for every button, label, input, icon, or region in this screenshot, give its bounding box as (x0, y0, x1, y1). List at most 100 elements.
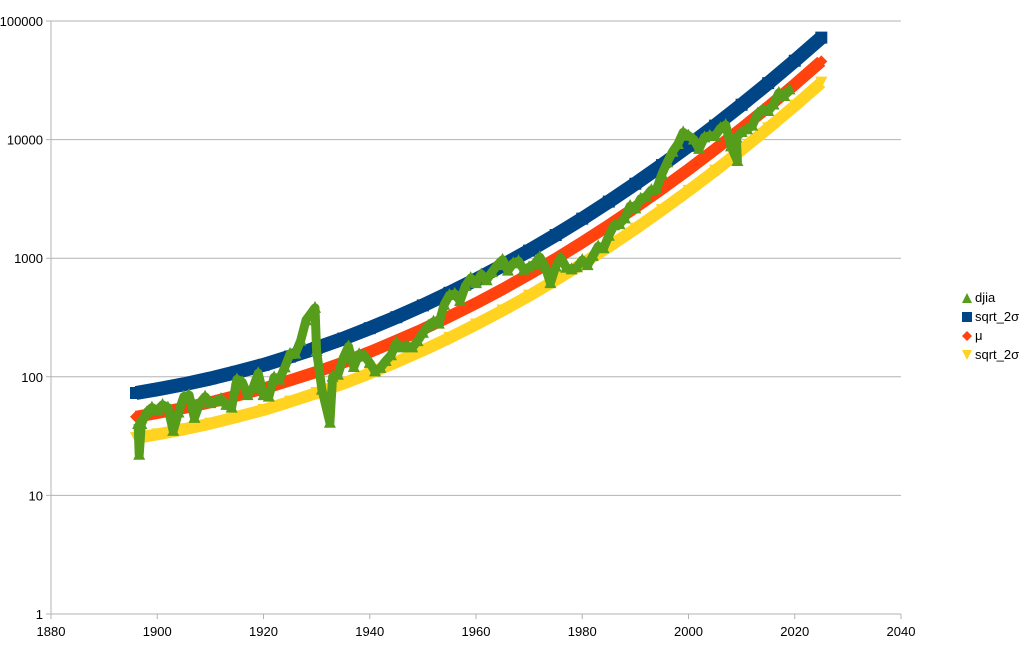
data-point (762, 103, 775, 116)
x-tick-label: 1940 (355, 624, 384, 639)
x-tick-label: 1980 (568, 624, 597, 639)
data-point (323, 415, 336, 428)
data-point (289, 346, 302, 359)
data-point (788, 99, 801, 112)
data-point (390, 311, 403, 324)
data-point (422, 318, 435, 331)
data-point (241, 388, 254, 401)
data-point (273, 372, 286, 385)
y-tick-label: 1000 (14, 251, 43, 266)
data-point (183, 388, 196, 401)
data-point (416, 344, 429, 357)
data-point (496, 304, 509, 317)
legend-item-mu: μ (962, 328, 983, 343)
data-point (570, 260, 583, 273)
x-tick-label: 1900 (143, 624, 172, 639)
data-point (576, 236, 589, 249)
x-tick-label: 1880 (37, 624, 66, 639)
data-point (815, 76, 828, 89)
data-point (709, 143, 722, 156)
data-point (177, 423, 190, 436)
data-point (709, 164, 722, 177)
data-point (735, 98, 748, 111)
data-point (555, 250, 567, 263)
data-point (783, 82, 796, 95)
data-point (523, 289, 536, 302)
legend-item-sqrt-2sigma-lower: sqrt_2σ (962, 347, 1019, 362)
x-tick-label: 2020 (780, 624, 809, 639)
data-point (369, 364, 382, 377)
data-point (762, 122, 775, 135)
data-point (539, 259, 552, 272)
x-tick-label: 1960 (462, 624, 491, 639)
data-point (778, 88, 791, 101)
data-point (464, 271, 477, 284)
data-point (602, 195, 615, 208)
data-point (172, 405, 185, 418)
data-point (523, 244, 536, 257)
data-point (650, 181, 663, 194)
data-point (177, 378, 190, 391)
data-point (731, 154, 744, 167)
data-point (459, 278, 472, 291)
series-2 (130, 76, 828, 445)
series-3 (132, 82, 796, 460)
data-point (135, 416, 148, 429)
legend-label: sqrt_2σ (975, 309, 1019, 324)
data-point (315, 382, 328, 395)
data-point (443, 331, 456, 344)
data-point (133, 447, 146, 460)
data-point (337, 351, 350, 364)
data-point (246, 381, 259, 394)
data-point (485, 265, 498, 278)
data-point (406, 340, 419, 353)
y-tick-label: 100000 (0, 14, 43, 29)
data-point (682, 163, 695, 176)
data-point (687, 132, 700, 145)
legend-item-sqrt-2sigma-upper: sqrt_2σ (962, 309, 1019, 324)
data-point (230, 410, 243, 423)
data-point (257, 403, 270, 416)
data-point (438, 297, 451, 310)
data-point (199, 389, 212, 402)
data-point (693, 141, 706, 154)
data-point (581, 258, 594, 271)
data-point (130, 387, 142, 400)
data-point (618, 211, 631, 224)
data-point (682, 184, 695, 197)
data-point (374, 360, 387, 373)
data-point (629, 201, 642, 214)
data-point (751, 106, 764, 119)
x-tick-label: 1920 (249, 624, 278, 639)
data-point (475, 267, 488, 280)
data-point (549, 259, 562, 272)
data-point (725, 139, 737, 152)
legend-triangle-up-icon (962, 293, 972, 303)
data-point (549, 229, 562, 242)
data-point (815, 55, 828, 68)
y-tick-label: 10 (29, 488, 43, 503)
data-point (309, 300, 322, 313)
data-point (501, 263, 514, 276)
data-point (528, 257, 541, 270)
data-point (709, 129, 722, 142)
data-point (337, 377, 350, 390)
data-point (815, 31, 828, 44)
data-point (416, 299, 429, 312)
x-tick-label: 2040 (887, 624, 916, 639)
y-tick-label: 100 (21, 370, 43, 385)
data-point (294, 333, 307, 346)
y-tick-label: 10000 (7, 133, 43, 148)
legend-square-icon (962, 312, 972, 322)
data-point (655, 167, 668, 180)
data-point (225, 400, 238, 413)
data-point (470, 318, 482, 331)
data-point (443, 310, 456, 323)
data-point (385, 348, 397, 361)
data-point (284, 395, 297, 408)
data-point (496, 252, 509, 265)
data-point (602, 228, 615, 241)
data-point (167, 423, 180, 436)
x-tick-label: 2000 (674, 624, 703, 639)
